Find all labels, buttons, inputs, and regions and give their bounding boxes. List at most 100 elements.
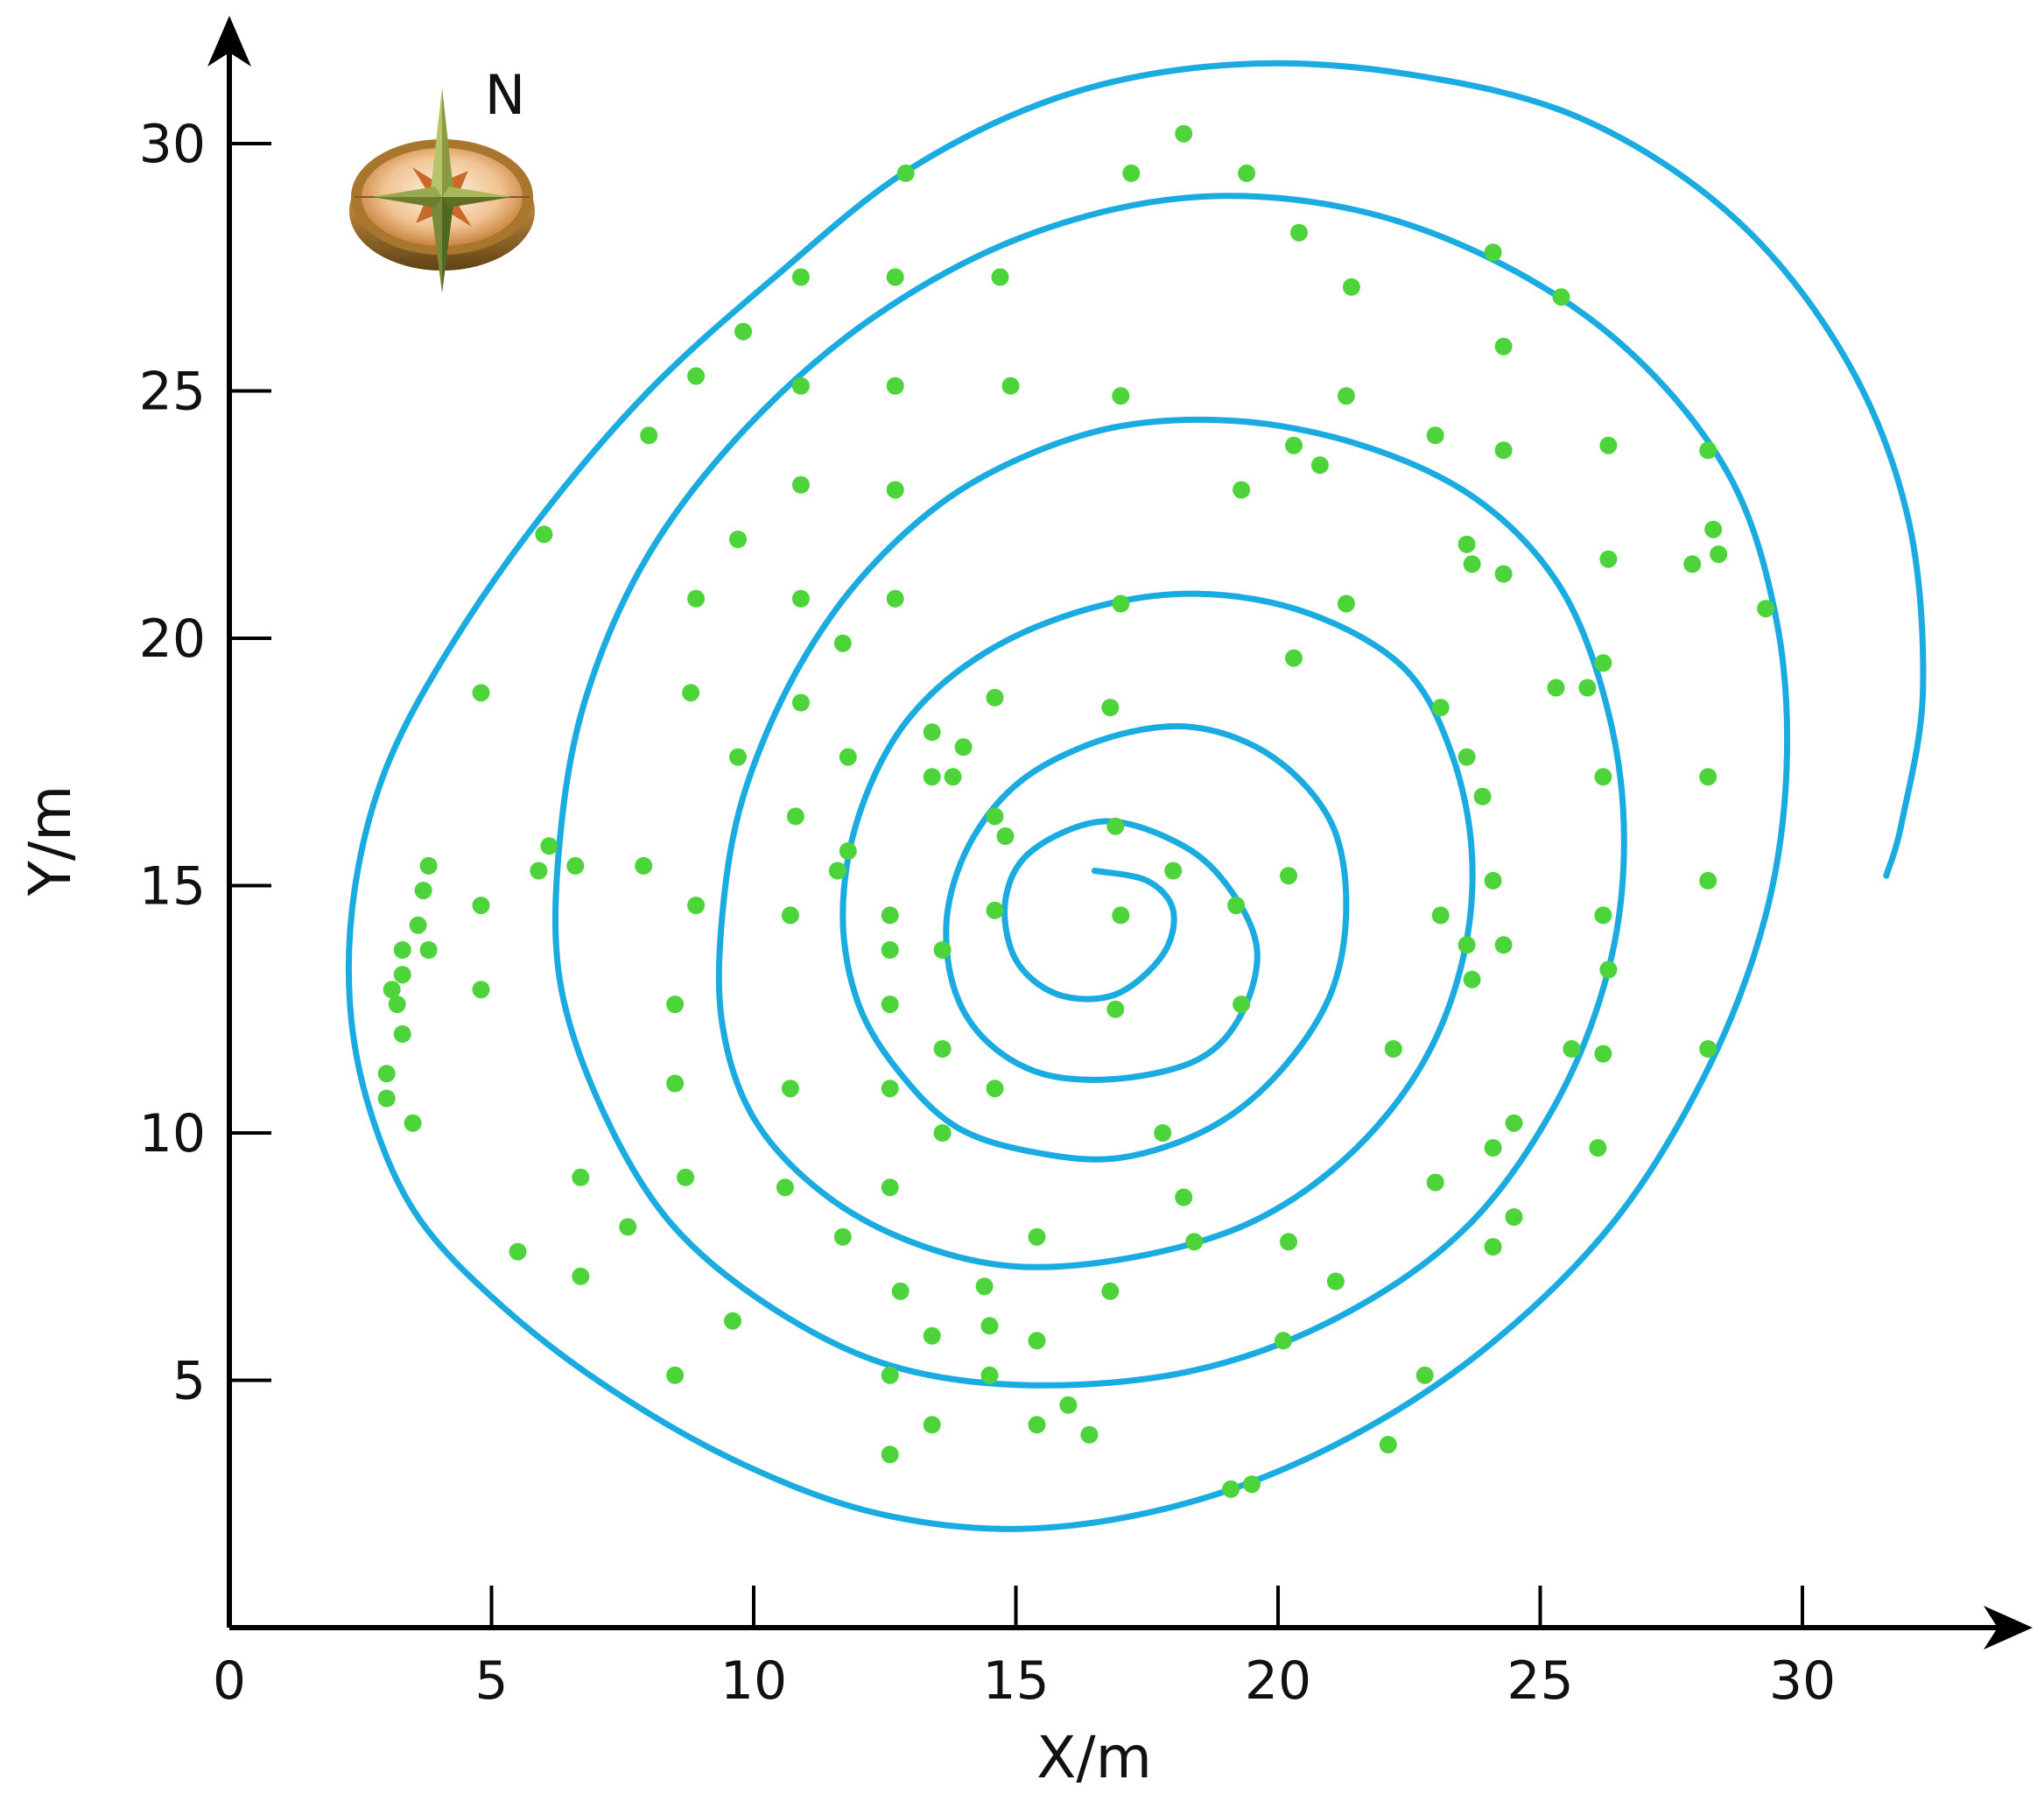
sample-point: [1028, 1416, 1046, 1434]
sample-point: [729, 748, 747, 766]
sample-point: [786, 807, 804, 826]
sample-point: [1505, 1208, 1523, 1226]
sample-point: [414, 882, 432, 900]
sample-point: [881, 941, 899, 959]
sample-point: [886, 376, 904, 395]
sample-point: [896, 164, 915, 182]
sample-point: [393, 941, 411, 959]
compass-north-label: N: [485, 63, 525, 127]
sample-point: [393, 966, 411, 984]
sample-point: [677, 1168, 695, 1186]
sample-point: [1599, 550, 1618, 568]
sample-point: [1310, 456, 1329, 475]
sample-point: [1699, 768, 1717, 786]
sample-point: [944, 768, 962, 786]
sample-point: [839, 842, 857, 860]
sample-point: [1164, 862, 1183, 880]
sample-point: [472, 684, 490, 702]
x-axis-label: X/m: [1036, 1724, 1152, 1791]
sample-point: [1589, 1139, 1607, 1157]
sample-point: [1484, 1139, 1502, 1157]
sample-point: [828, 862, 846, 880]
sample-point: [833, 1228, 852, 1246]
sample-point: [791, 589, 810, 608]
sample-point: [1384, 1040, 1402, 1058]
sample-point: [1457, 936, 1476, 954]
sample-point: [1547, 679, 1565, 697]
sample-points-layer: [377, 124, 1775, 1498]
sample-point: [1594, 654, 1612, 672]
y-tick-label: 5: [172, 1351, 206, 1412]
sample-point: [1494, 936, 1513, 954]
sample-point: [1578, 679, 1597, 697]
sample-point: [1243, 1475, 1261, 1494]
sample-point: [886, 268, 904, 286]
sample-point: [791, 376, 810, 395]
sample-point: [1290, 223, 1308, 242]
sample-point: [1059, 1396, 1078, 1414]
sample-point: [1473, 787, 1492, 806]
sample-point: [1280, 867, 1297, 885]
sample-point: [635, 856, 653, 875]
sample-point: [791, 268, 810, 286]
sample-point: [619, 1218, 637, 1236]
sample-point: [1326, 1272, 1345, 1291]
sample-point: [1222, 1480, 1240, 1498]
sample-point: [791, 693, 810, 712]
x-tick-label: 20: [1245, 1650, 1311, 1712]
sample-point: [666, 1074, 685, 1093]
sample-point: [1699, 441, 1717, 460]
sample-point: [1175, 1188, 1193, 1207]
sample-point: [1683, 555, 1702, 573]
sample-point: [383, 981, 401, 999]
compass-icon: [349, 88, 535, 293]
sample-point: [1494, 565, 1513, 583]
sample-point: [1112, 594, 1130, 613]
y-ticks: 5 10 15 20 25 30: [139, 114, 271, 1412]
sample-point: [1463, 555, 1481, 573]
sample-point: [1379, 1436, 1397, 1453]
sample-point: [1122, 164, 1141, 182]
sample-point: [1154, 1124, 1172, 1142]
sample-point: [1112, 387, 1130, 405]
sample-point: [1175, 124, 1193, 143]
sample-point: [1594, 906, 1612, 925]
x-axis-arrow-icon: [1984, 1606, 2033, 1650]
x-tick-label: 25: [1507, 1650, 1573, 1712]
sample-point: [1112, 906, 1130, 925]
sample-point: [886, 481, 904, 499]
sample-point: [839, 748, 857, 766]
sample-point: [776, 1178, 794, 1197]
sample-point: [1494, 337, 1513, 355]
sample-point: [1484, 871, 1502, 890]
sample-point: [1415, 1366, 1434, 1384]
x-axis: 0 5 10 15 20 25 30 X/m: [213, 1586, 2033, 1791]
sample-point: [1457, 748, 1476, 766]
sample-point: [377, 1089, 396, 1108]
sample-point: [1080, 1425, 1099, 1444]
sample-point: [1484, 1238, 1502, 1256]
sample-point: [535, 525, 553, 544]
sample-point: [1505, 1114, 1523, 1132]
sample-point: [1463, 970, 1481, 988]
sample-point: [923, 723, 941, 742]
sample-point: [419, 856, 438, 875]
sample-point: [1426, 426, 1444, 445]
sample-point: [509, 1242, 527, 1261]
sample-point: [1431, 699, 1450, 717]
sample-point: [1710, 545, 1728, 563]
sample-point: [729, 531, 747, 548]
sample-point: [566, 856, 585, 875]
sample-point: [1594, 768, 1612, 786]
sample-point: [530, 862, 548, 880]
sample-point: [404, 1114, 422, 1132]
sample-point: [734, 322, 752, 341]
sample-point: [886, 589, 904, 608]
sample-point: [572, 1168, 590, 1186]
sample-point: [933, 1124, 952, 1142]
sample-point: [1001, 376, 1020, 395]
y-tick-label: 10: [139, 1103, 206, 1164]
sample-point: [991, 268, 1009, 286]
sample-point: [881, 1178, 899, 1197]
sample-point: [472, 981, 490, 999]
